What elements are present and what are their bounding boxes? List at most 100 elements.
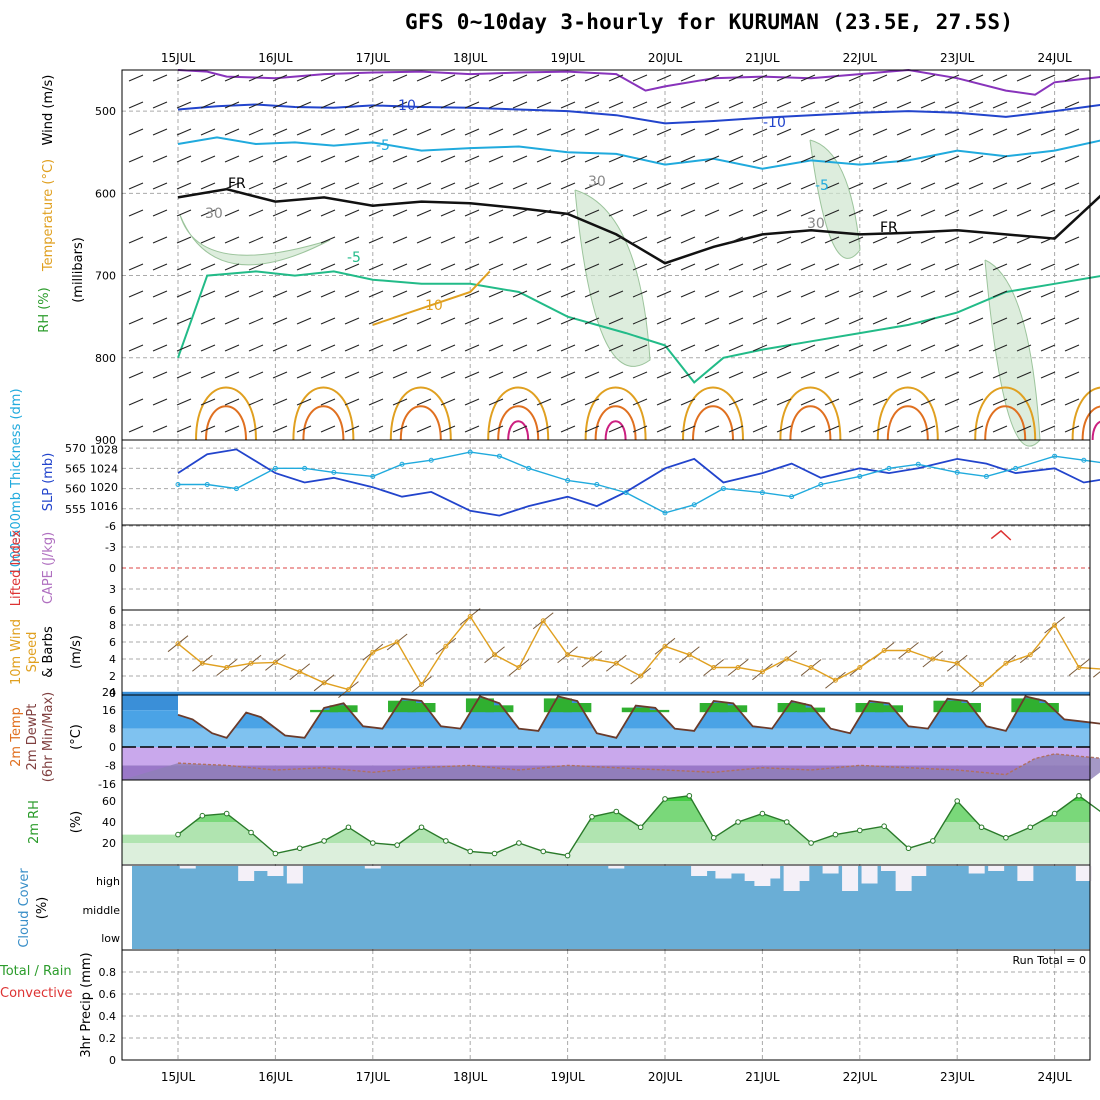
wind-barb [440,317,456,325]
contour-label: -5 [815,178,829,194]
wind-barb [176,74,192,82]
wind-barb [176,182,192,190]
wind-barb [440,128,456,136]
wind-barb [176,101,192,109]
wind-barb [752,371,768,379]
wind-barb [464,263,480,271]
wind-barb [248,182,264,190]
wind-barb [656,290,672,298]
wind-speed-point [662,643,668,649]
wind-barb [800,236,816,244]
wind-barb [776,128,792,136]
cloud-gap [793,866,810,881]
wind-barb [824,344,840,352]
wind-barb [848,317,864,325]
wind-barb [896,371,912,379]
wind-barb [200,236,216,244]
wind-barb [848,398,864,406]
rh-point [710,834,717,841]
warm-contour [1081,405,1100,441]
wind-barb [800,398,816,406]
wind-barb [800,209,816,217]
pressure-tick-label: 900 [95,434,116,447]
wind-barb [992,209,1008,217]
warm-contour [974,386,1037,441]
wind-barb [368,182,384,190]
wind-barb [848,155,864,163]
wind-barb [896,344,912,352]
wind-barb [584,398,600,406]
slp-tick-label: 1016 [90,500,118,513]
wind-barb [224,344,240,352]
cloud-gap [988,866,1005,871]
wind-barb [680,128,696,136]
wind-barb [824,263,840,271]
temp-tick-label: 16 [102,704,116,717]
wind-barb [128,209,144,217]
thickness-point [818,482,824,488]
wind-barb [872,182,888,190]
wind-barb [680,398,696,406]
wind-barb [248,398,264,406]
wind-barb [944,317,960,325]
wind-barb [968,344,984,352]
wind-barb [680,236,696,244]
wind-barb [440,425,456,433]
wind-barb [248,344,264,352]
wind-tick-label: 4 [109,653,116,666]
wind-barb [344,425,360,433]
date-label-bottom: 17JUL [356,1070,391,1084]
wind-barb [392,155,408,163]
wind-barb [488,236,504,244]
warm-contour [1071,386,1100,441]
cloud-gap [691,866,708,876]
rh-point [394,842,400,848]
wind-barb [1064,209,1080,217]
wind-barb [872,371,888,379]
precip-tick-label: 0.4 [99,1010,117,1023]
wind-barb [752,209,768,217]
wind-barb [776,344,792,352]
wind-barb [560,371,576,379]
warm-peak [699,703,728,713]
date-label-bottom: 24JUL [1037,1070,1072,1084]
thickness-tick-label: 570 [65,442,86,455]
wind-barb [272,263,288,271]
wind-barb [920,155,936,163]
wind-barb [512,290,528,298]
cloud-gap [608,866,625,869]
warm-peak [563,703,592,713]
thickness-line [178,451,1100,514]
wind-barb [896,317,912,325]
wind-barb [464,209,480,217]
wind-barb [560,182,576,190]
wind-barb [512,317,528,325]
temp-line [177,695,1100,739]
wind-barb [392,263,408,271]
wind-barb [128,155,144,163]
wind-speed-point [443,643,449,649]
wind-barb [224,263,240,271]
wind-barb [920,209,936,217]
wind-barb [800,290,816,298]
wind-barb [752,290,768,298]
cloud-gap [764,866,781,879]
warm-contour [497,405,540,441]
wind-barb [920,398,936,406]
page-title: GFS 0~10day 3-hourly for KURUMAN (23.5E,… [405,10,1014,34]
wind-barb [152,398,168,406]
warm-peak [310,709,339,713]
wind-barb [776,74,792,82]
wind-barb [416,182,432,190]
wind-barb [152,425,168,433]
wind-barb [776,317,792,325]
wind-barb [632,155,648,163]
rh-point [662,796,668,802]
label-barbs: & Barbs [41,626,56,678]
warm-peak [855,703,884,713]
wind-barb [224,290,240,298]
wind-barb [1064,155,1080,163]
label-temp-unit: (°C) [69,724,84,750]
wind-barb [200,398,216,406]
wind-barb [968,371,984,379]
